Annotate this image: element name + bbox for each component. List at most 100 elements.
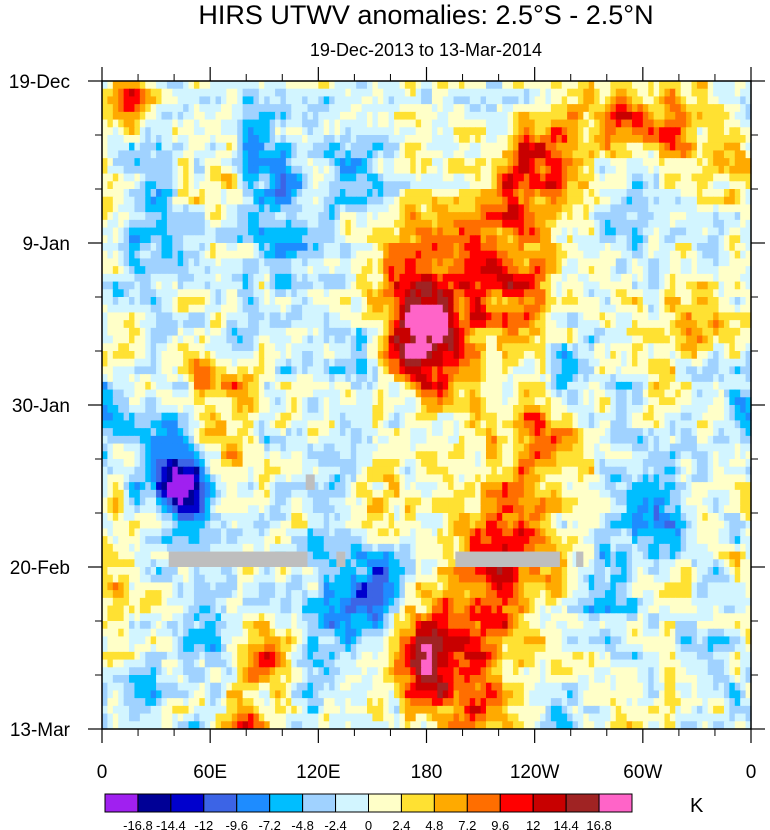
heatmap-cell (280, 88, 287, 98)
heatmap-cell (561, 250, 568, 260)
heatmap-cell (410, 142, 417, 152)
heatmap-cell (367, 397, 374, 406)
heatmap-cell (545, 381, 552, 391)
heatmap-cell (604, 266, 611, 275)
heatmap-cell (275, 142, 282, 152)
heatmap-cell (399, 389, 406, 398)
heatmap-cell (129, 243, 136, 252)
heatmap-cell (669, 266, 676, 275)
heatmap-cell (275, 266, 282, 275)
heatmap-cell (323, 266, 330, 275)
heatmap-cell (183, 281, 190, 290)
heatmap-cell (280, 327, 287, 337)
heatmap-cell (264, 366, 271, 375)
heatmap-cell (145, 88, 152, 98)
heatmap-cell (237, 165, 244, 175)
heatmap-cell (161, 343, 168, 352)
heatmap-cell (291, 374, 298, 383)
heatmap-cell (334, 273, 341, 283)
heatmap-cell (545, 289, 552, 298)
heatmap-cell (745, 304, 752, 314)
heatmap-cell (415, 343, 422, 352)
heatmap-cell (502, 374, 509, 383)
heatmap-cell (307, 304, 314, 314)
heatmap-cell (680, 142, 687, 152)
heatmap-cell (248, 81, 255, 90)
heatmap-cell (172, 119, 179, 128)
heatmap-cell (523, 335, 530, 344)
heatmap-cell (469, 173, 476, 182)
heatmap-cell (545, 111, 552, 121)
heatmap-cell (464, 389, 471, 398)
heatmap-cell (275, 127, 282, 136)
heatmap-cell (745, 343, 752, 352)
heatmap-cell (410, 297, 417, 306)
heatmap-cell (442, 227, 449, 236)
heatmap-cell (323, 281, 330, 290)
heatmap-cell (139, 150, 146, 159)
heatmap-cell (529, 181, 536, 190)
heatmap-cell (404, 235, 411, 244)
heatmap-cell (258, 273, 265, 283)
heatmap-cell (199, 312, 206, 321)
heatmap-cell (594, 320, 601, 329)
heatmap-cell (594, 165, 601, 175)
heatmap-cell (540, 135, 547, 144)
heatmap-cell (394, 111, 401, 121)
heatmap-cell (648, 235, 655, 244)
heatmap-cell (345, 320, 352, 329)
heatmap-cell (248, 189, 255, 198)
heatmap-cell (183, 119, 190, 128)
heatmap-cell (345, 88, 352, 98)
heatmap-cell (248, 374, 255, 383)
heatmap-cell (112, 335, 119, 344)
heatmap-cell (242, 104, 249, 113)
heatmap-cell (632, 204, 639, 213)
heatmap-cell (545, 189, 552, 198)
heatmap-cell (302, 81, 309, 90)
heatmap-cell (448, 320, 455, 329)
heatmap-cell (448, 327, 455, 337)
heatmap-cell (399, 374, 406, 383)
heatmap-cell (745, 289, 752, 298)
heatmap-cell (594, 111, 601, 121)
heatmap-cell (404, 304, 411, 314)
heatmap-cell (534, 212, 541, 221)
heatmap-cell (718, 343, 725, 352)
heatmap-cell (372, 150, 379, 159)
heatmap-cell (475, 196, 482, 206)
heatmap-cell (523, 81, 530, 90)
heatmap-cell (231, 111, 238, 121)
heatmap-cell (102, 135, 109, 144)
heatmap-cell (296, 250, 303, 260)
heatmap-cell (237, 258, 244, 267)
heatmap-cell (659, 219, 666, 229)
heatmap-cell (394, 358, 401, 368)
heatmap-cell (204, 243, 211, 252)
heatmap-cell (507, 327, 514, 337)
heatmap-cell (253, 397, 260, 406)
heatmap-cell (588, 258, 595, 267)
heatmap-cell (594, 204, 601, 213)
heatmap-cell (556, 258, 563, 267)
heatmap-cell (431, 150, 438, 159)
heatmap-cell (312, 135, 319, 144)
heatmap-cell (702, 343, 709, 352)
heatmap-cell (550, 189, 557, 198)
heatmap-cell (561, 358, 568, 368)
heatmap-cell (242, 281, 249, 290)
heatmap-cell (269, 142, 276, 152)
heatmap-cell (664, 273, 671, 283)
heatmap-cell (518, 181, 525, 190)
heatmap-cell (361, 212, 368, 221)
heatmap-cell (253, 135, 260, 144)
heatmap-cell (729, 358, 736, 368)
heatmap-cell (599, 389, 606, 398)
heatmap-cell (594, 358, 601, 368)
heatmap-cell (102, 297, 109, 306)
heatmap-cell (383, 150, 390, 159)
heatmap-cell (318, 297, 325, 306)
heatmap-cell (740, 135, 747, 144)
heatmap-cell (399, 335, 406, 344)
heatmap-cell (702, 196, 709, 206)
